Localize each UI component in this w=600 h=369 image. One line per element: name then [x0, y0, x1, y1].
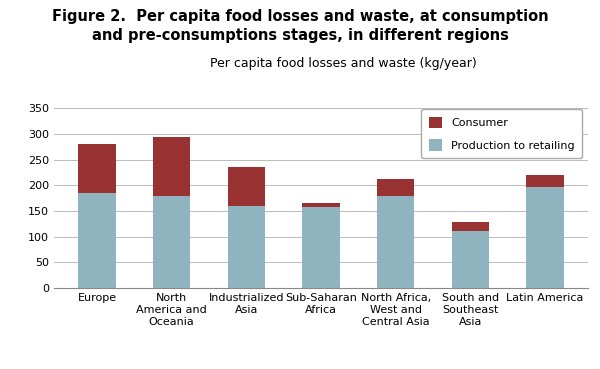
- Bar: [377, 196, 415, 288]
- Bar: [78, 144, 116, 193]
- Text: Figure 2.  Per capita food losses and waste, at consumption: Figure 2. Per capita food losses and was…: [52, 9, 548, 24]
- Bar: [227, 168, 265, 206]
- Bar: [452, 222, 489, 231]
- Text: and pre-consumptions stages, in different regions: and pre-consumptions stages, in differen…: [92, 28, 508, 43]
- Bar: [302, 207, 340, 288]
- Text: Per capita food losses and waste (kg/year): Per capita food losses and waste (kg/yea…: [210, 57, 477, 70]
- Bar: [227, 206, 265, 288]
- Bar: [526, 175, 564, 187]
- Bar: [153, 137, 190, 196]
- Bar: [302, 203, 340, 207]
- Bar: [526, 187, 564, 288]
- Bar: [153, 196, 190, 288]
- Legend: Consumer, Production to retailing: Consumer, Production to retailing: [421, 109, 583, 158]
- Bar: [78, 193, 116, 288]
- Bar: [452, 231, 489, 288]
- Bar: [377, 179, 415, 196]
